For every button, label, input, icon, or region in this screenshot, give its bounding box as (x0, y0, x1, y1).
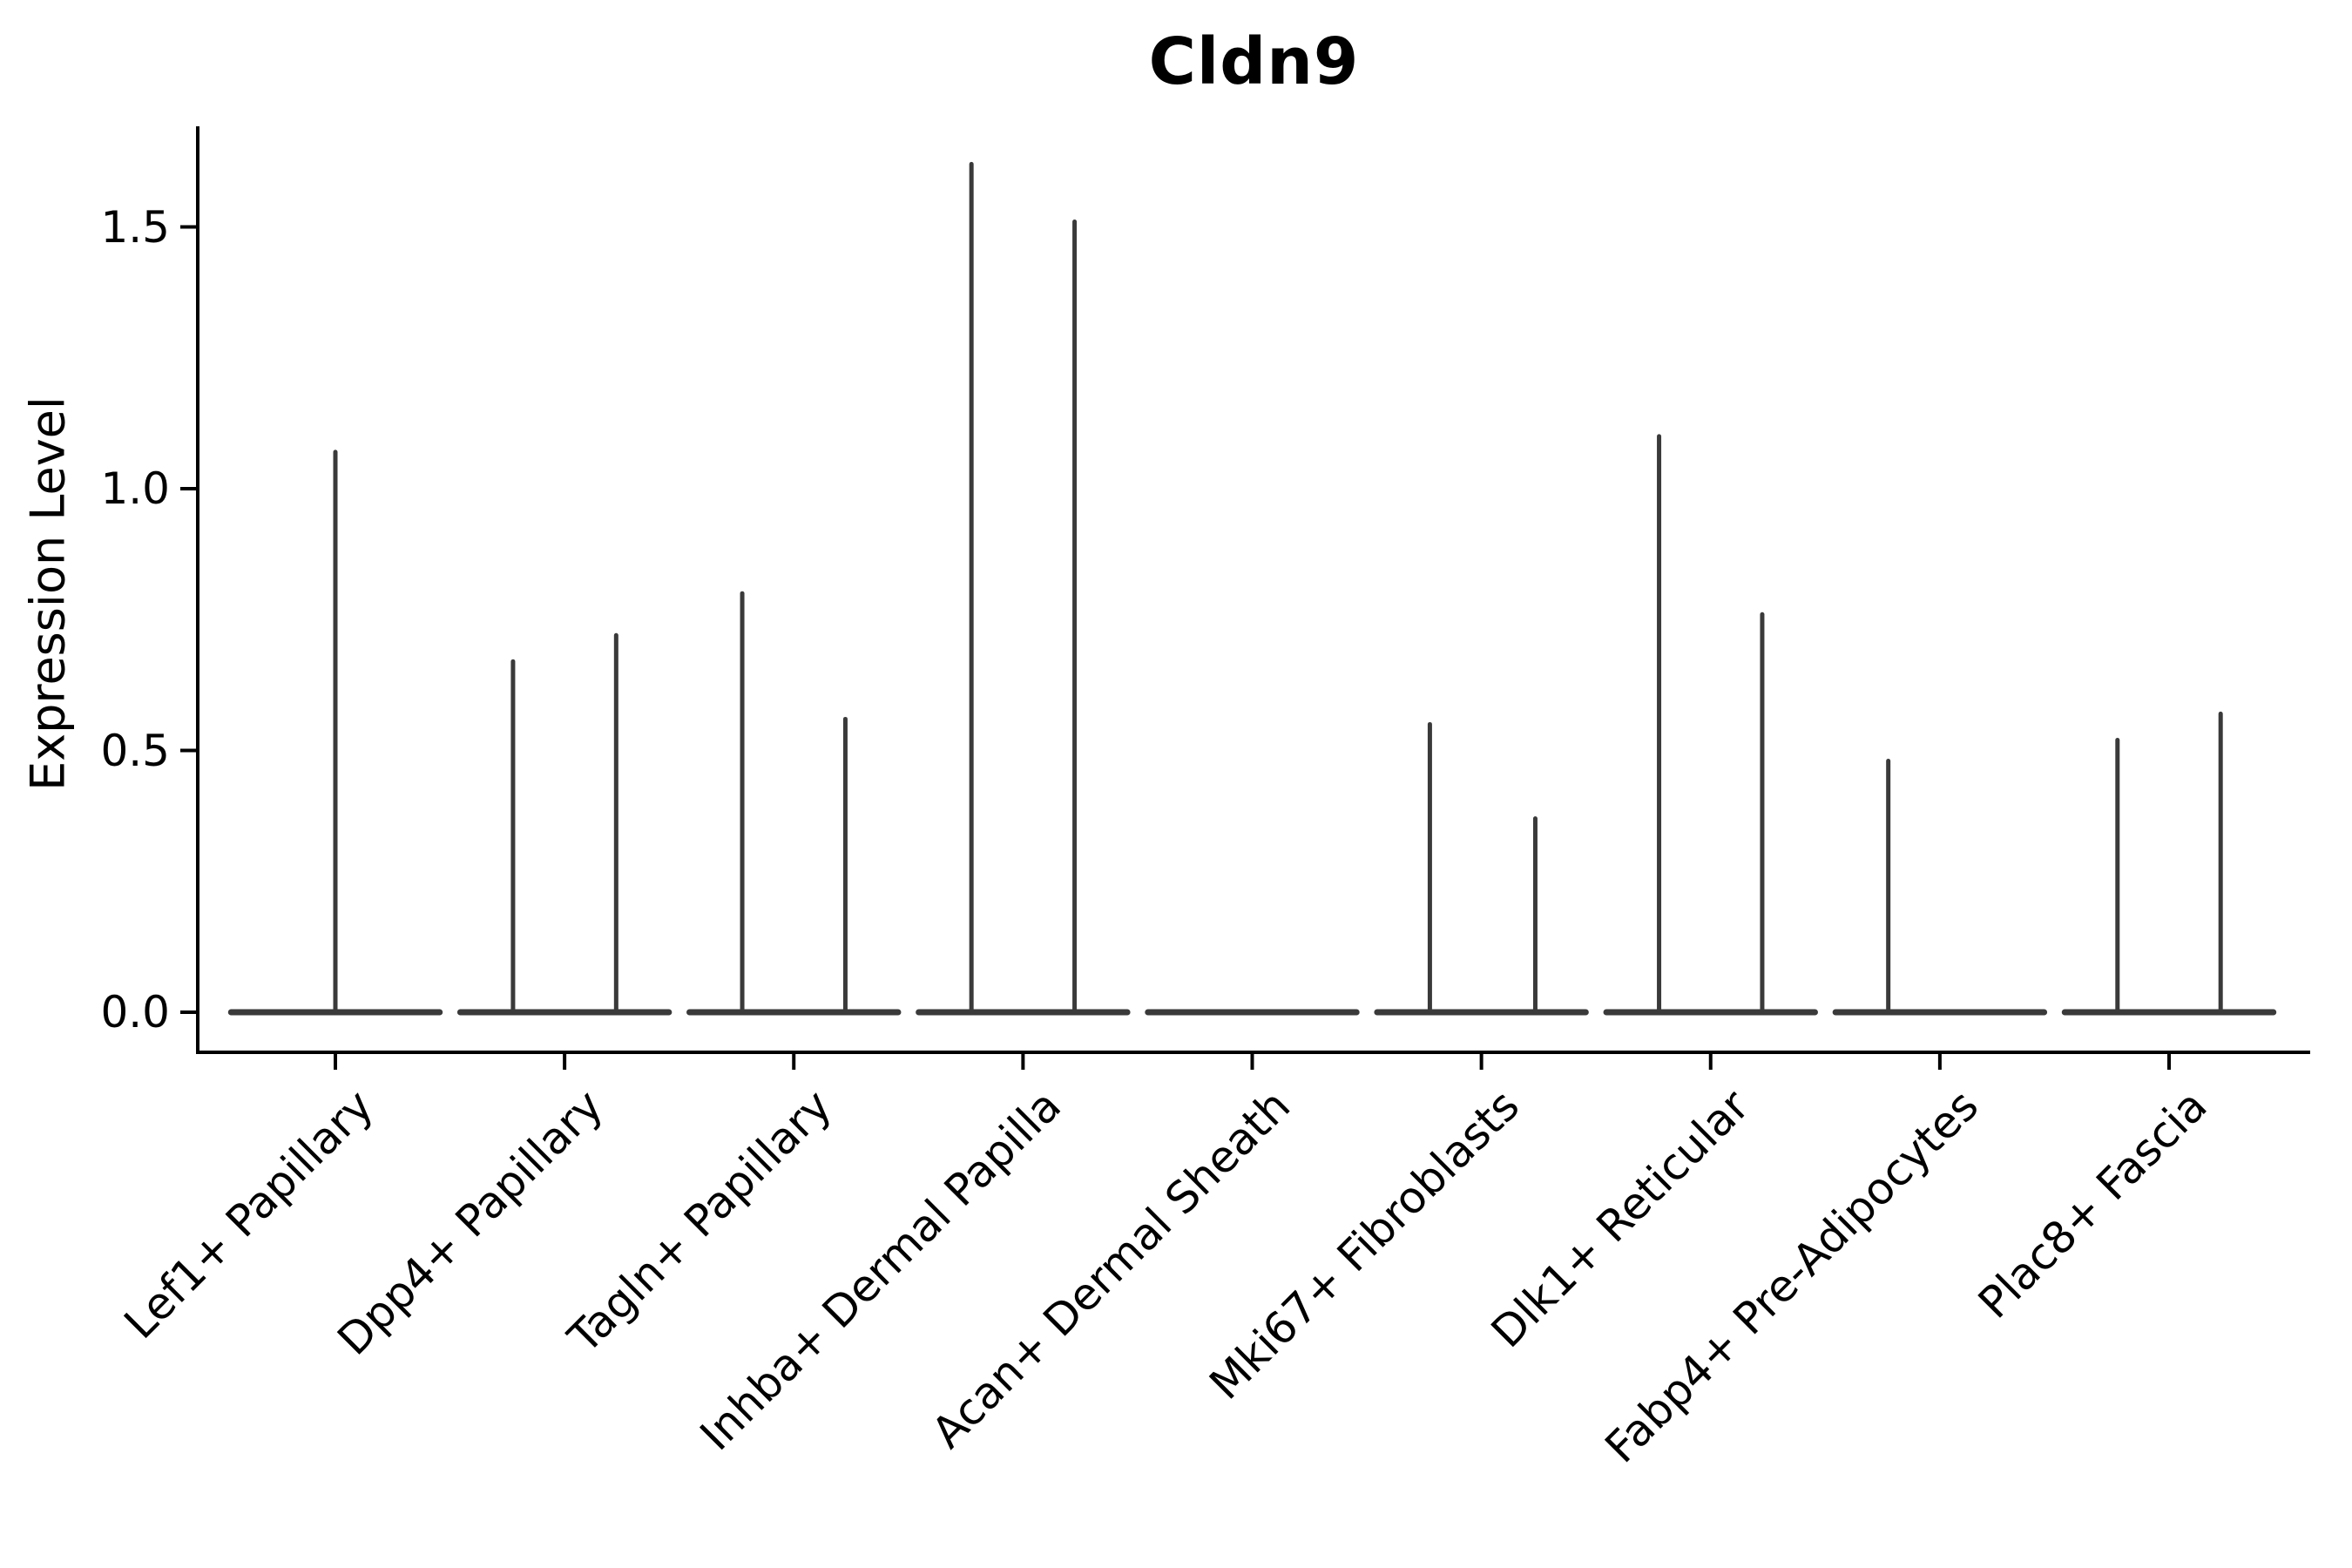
y-axis-label: Expression Level (20, 396, 76, 791)
y-tick-label: 0.0 (100, 987, 170, 1037)
chart-title: Cldn9 (1148, 24, 1360, 99)
y-tick-label: 0.5 (100, 725, 170, 776)
y-tick-label: 1.0 (100, 463, 170, 514)
y-tick-label: 1.5 (100, 201, 170, 253)
